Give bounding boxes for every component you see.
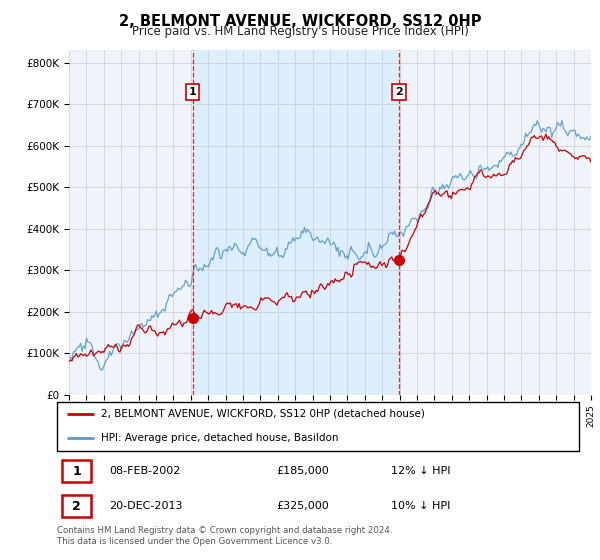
- FancyBboxPatch shape: [62, 460, 91, 482]
- Text: 1: 1: [72, 465, 81, 478]
- Text: Contains HM Land Registry data © Crown copyright and database right 2024.
This d: Contains HM Land Registry data © Crown c…: [57, 526, 392, 546]
- Text: 1: 1: [188, 87, 196, 97]
- Text: 12% ↓ HPI: 12% ↓ HPI: [391, 466, 451, 476]
- Text: 2, BELMONT AVENUE, WICKFORD, SS12 0HP (detached house): 2, BELMONT AVENUE, WICKFORD, SS12 0HP (d…: [101, 409, 425, 419]
- Text: 20-DEC-2013: 20-DEC-2013: [109, 501, 182, 511]
- Text: 10% ↓ HPI: 10% ↓ HPI: [391, 501, 451, 511]
- FancyBboxPatch shape: [62, 495, 91, 517]
- FancyBboxPatch shape: [57, 402, 579, 451]
- Text: £325,000: £325,000: [276, 501, 329, 511]
- Text: HPI: Average price, detached house, Basildon: HPI: Average price, detached house, Basi…: [101, 433, 339, 444]
- Text: 2: 2: [395, 87, 403, 97]
- Text: £185,000: £185,000: [276, 466, 329, 476]
- Text: 08-FEB-2002: 08-FEB-2002: [109, 466, 181, 476]
- Text: Price paid vs. HM Land Registry's House Price Index (HPI): Price paid vs. HM Land Registry's House …: [131, 25, 469, 38]
- Text: 2, BELMONT AVENUE, WICKFORD, SS12 0HP: 2, BELMONT AVENUE, WICKFORD, SS12 0HP: [119, 14, 481, 29]
- Bar: [193, 50, 399, 395]
- Text: 2: 2: [72, 500, 81, 512]
